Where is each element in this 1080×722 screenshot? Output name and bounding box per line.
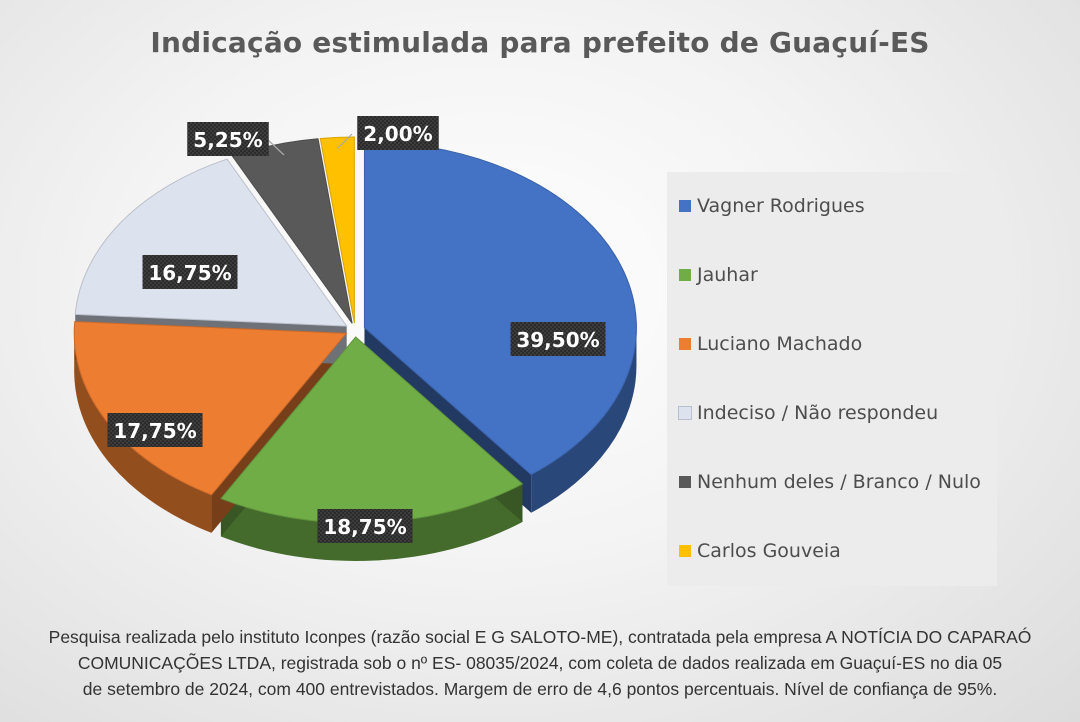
survey-caption: Pesquisa realizada pelo instituto Iconpe…	[0, 624, 1080, 702]
legend-label: Jauhar	[697, 264, 758, 286]
caption-line: COMUNICAÇÕES LTDA, registrada sob o nº E…	[77, 653, 1003, 673]
legend-label: Carlos Gouveia	[697, 540, 841, 562]
slice-vagner-rodrigues-side	[531, 327, 637, 513]
data-label: 2,00%	[357, 116, 439, 150]
chart-title: Indicação estimulada para prefeito de Gu…	[150, 26, 930, 59]
legend-swatch	[679, 338, 691, 350]
legend-item-jauhar: Jauhar	[679, 262, 758, 288]
legend-swatch	[679, 200, 691, 212]
legend-item-carlos-gouveia: Carlos Gouveia	[679, 538, 841, 564]
data-label-text: 2,00%	[363, 122, 432, 146]
slice-luciano-machado	[73, 321, 348, 496]
data-label: 17,75%	[107, 413, 203, 447]
data-label-box	[510, 322, 606, 356]
chart-legend: Vagner Rodrigues Jauhar Luciano Machado …	[667, 172, 997, 586]
legend-item-indeciso: Indeciso / Não respondeu	[678, 400, 939, 426]
data-label-box	[357, 116, 439, 150]
data-label-text: 18,75%	[323, 515, 406, 539]
data-label: 39,50%	[510, 322, 606, 356]
slice-carlos-gouveia	[319, 136, 355, 324]
legend-label: Indeciso / Não respondeu	[697, 402, 939, 424]
legend-swatch	[679, 545, 691, 557]
caption-line: de setembro de 2024, com 400 entrevistad…	[82, 679, 998, 699]
data-label-text: 17,75%	[113, 419, 196, 443]
data-label: 18,75%	[317, 509, 413, 543]
slice-carlos-gouveia-leader	[337, 133, 353, 149]
slice-luciano-machado-side	[74, 333, 212, 533]
data-label: 16,75%	[142, 255, 238, 289]
data-label-text: 16,75%	[148, 261, 231, 285]
caption-line: Pesquisa realizada pelo instituto Iconpe…	[48, 627, 1032, 647]
data-label-text: 39,50%	[516, 328, 599, 352]
legend-label: Vagner Rodrigues	[697, 195, 865, 217]
legend-label: Nenhum deles / Branco / Nulo	[697, 471, 981, 493]
legend-item-vagner-rodrigues: Vagner Rodrigues	[679, 193, 865, 219]
data-label-box	[317, 509, 413, 543]
data-label: 5,25%	[187, 122, 269, 156]
legend-swatch	[679, 476, 691, 488]
slice-vagner-rodrigues	[363, 141, 637, 476]
legend-label: Luciano Machado	[697, 333, 863, 355]
data-label-box	[187, 122, 269, 156]
slice-nenhum-leader	[267, 139, 285, 156]
legend-swatch	[678, 406, 692, 420]
legend-item-luciano-machado: Luciano Machado	[679, 331, 862, 357]
data-label-box	[142, 255, 238, 289]
slice-jauhar-side	[220, 483, 523, 561]
data-label-box	[107, 413, 203, 447]
data-label-text: 5,25%	[193, 128, 262, 152]
legend-swatch	[679, 269, 691, 281]
legend-item-nenhum: Nenhum deles / Branco / Nulo	[679, 469, 981, 495]
